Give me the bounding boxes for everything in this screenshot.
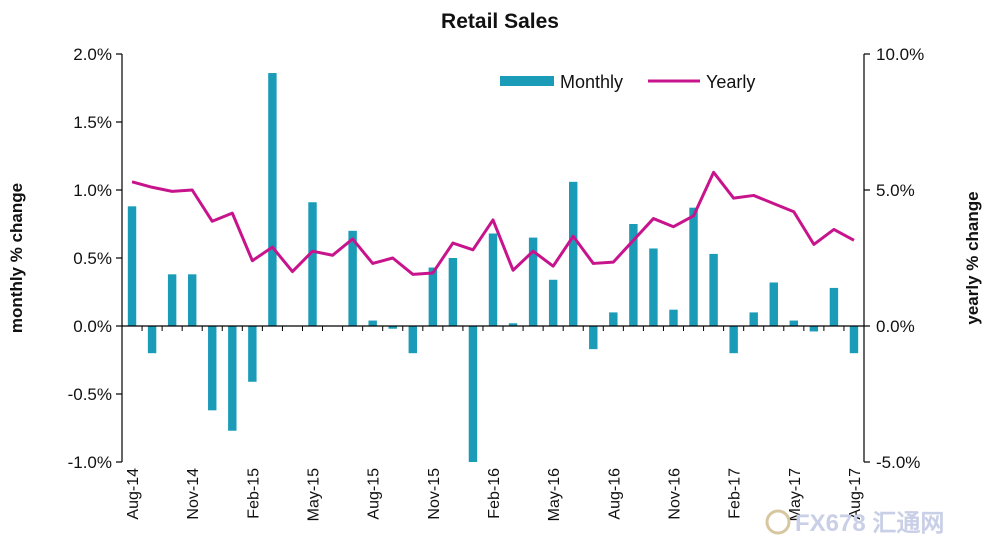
- left-axis-title: monthly % change: [7, 183, 26, 333]
- bar-monthly-Jan-17: [709, 253, 718, 326]
- bar-monthly-May-15: [308, 202, 317, 326]
- right-tick-label: -5.0%: [876, 453, 920, 472]
- bar-monthly-Jul-15: [348, 230, 357, 326]
- legend-label-monthly: Monthly: [560, 72, 623, 92]
- right-tick-label: 0.0%: [876, 317, 915, 336]
- right-tick-label: 10.0%: [876, 45, 924, 64]
- legend: Monthly Yearly: [500, 72, 755, 92]
- bar-monthly-May-16: [548, 279, 558, 326]
- left-tick-label: -0.5%: [68, 385, 112, 404]
- left-tick-label: -1.0%: [68, 453, 112, 472]
- bar-monthly-Jan-15: [228, 326, 237, 431]
- bar-monthly-Mar-16: [508, 323, 518, 326]
- bar-monthly-Feb-17: [729, 326, 738, 354]
- legend-swatch-monthly: [500, 76, 554, 86]
- bar-monthly-Apr-17: [769, 282, 778, 326]
- x-tick-label: Feb-16: [486, 468, 503, 519]
- left-tick-label: 0.0%: [73, 317, 112, 336]
- right-y-axis: -5.0% 0.0% 5.0% 10.0%: [863, 45, 924, 472]
- left-tick-label: 0.5%: [73, 249, 112, 268]
- bar-monthly-Dec-15: [448, 258, 458, 326]
- bar-monthly-Nov-14: [187, 274, 197, 326]
- bar-monthly-Jul-16: [589, 326, 598, 350]
- bar-monthly-Nov-15: [428, 267, 438, 326]
- plot-area: [127, 73, 859, 462]
- bar-monthly-Nov-16: [669, 309, 678, 326]
- left-y-axis: -1.0% -0.5% 0.0% 0.5% 1.0% 1.5% 2.0%: [68, 45, 123, 472]
- x-tick-label: Aug-17: [847, 468, 864, 520]
- bar-monthly-Oct-16: [649, 248, 658, 326]
- bar-monthly-Sep-16: [629, 224, 638, 326]
- x-tick-label: May-15: [306, 468, 323, 521]
- left-tick-label: 2.0%: [73, 45, 112, 64]
- left-tick-label: 1.0%: [73, 181, 112, 200]
- x-tick-label: Nov-14: [185, 468, 202, 520]
- bar-monthly-Dec-14: [208, 326, 217, 411]
- bar-monthly-Apr-16: [528, 237, 538, 326]
- bar-monthly-Jan-16: [468, 326, 478, 462]
- bar-monthly-May-17: [789, 320, 799, 326]
- x-tick-label: Nov-15: [426, 468, 443, 520]
- bar-monthly-Aug-14: [127, 206, 137, 326]
- right-axis-title: yearly % change: [963, 191, 982, 324]
- x-tick-label: Aug-16: [606, 468, 623, 520]
- bar-monthly-Feb-16: [488, 233, 498, 326]
- x-axis: Aug-14 Nov-14 Feb-15 May-15 Aug-15 Nov-15 Feb-…: [121, 325, 864, 521]
- x-tick-label: Feb-15: [245, 468, 262, 519]
- x-tick-label: Aug-15: [366, 468, 383, 520]
- bar-monthly-Aug-15: [368, 320, 377, 326]
- bar-monthly-Sep-15: [388, 326, 397, 329]
- x-tick-label: May-16: [546, 468, 563, 521]
- bar-monthly-Mar-17: [749, 312, 758, 326]
- bar-monthly-Sep-14: [147, 326, 157, 354]
- bar-monthly-Feb-15: [248, 326, 257, 382]
- left-tick-label: 1.5%: [73, 113, 112, 132]
- bar-monthly-Jul-17: [829, 287, 839, 326]
- x-tick-label: Nov-16: [666, 468, 683, 520]
- bar-monthly-Oct-14: [167, 274, 177, 326]
- bar-monthly-Jun-16: [569, 181, 578, 326]
- legend-label-yearly: Yearly: [706, 72, 755, 92]
- watermark: FX678 汇通网: [765, 509, 944, 537]
- bar-monthly-Dec-16: [689, 207, 698, 326]
- x-tick-label: May-17: [787, 468, 804, 521]
- bar-monthly-Jun-17: [809, 326, 819, 332]
- bar-monthly-Aug-17: [849, 326, 859, 354]
- x-tick-label: Aug-14: [125, 468, 142, 520]
- bar-monthly-Mar-15: [268, 73, 277, 326]
- right-tick-label: 5.0%: [876, 181, 915, 200]
- bar-monthly-Aug-16: [609, 312, 618, 326]
- chart-title: Retail Sales: [441, 10, 559, 33]
- x-tick-label: Feb-17: [727, 468, 744, 519]
- watermark-text: FX678 汇通网: [795, 510, 944, 537]
- bar-monthly-Oct-15: [408, 326, 417, 354]
- watermark-logo-icon: [765, 509, 791, 535]
